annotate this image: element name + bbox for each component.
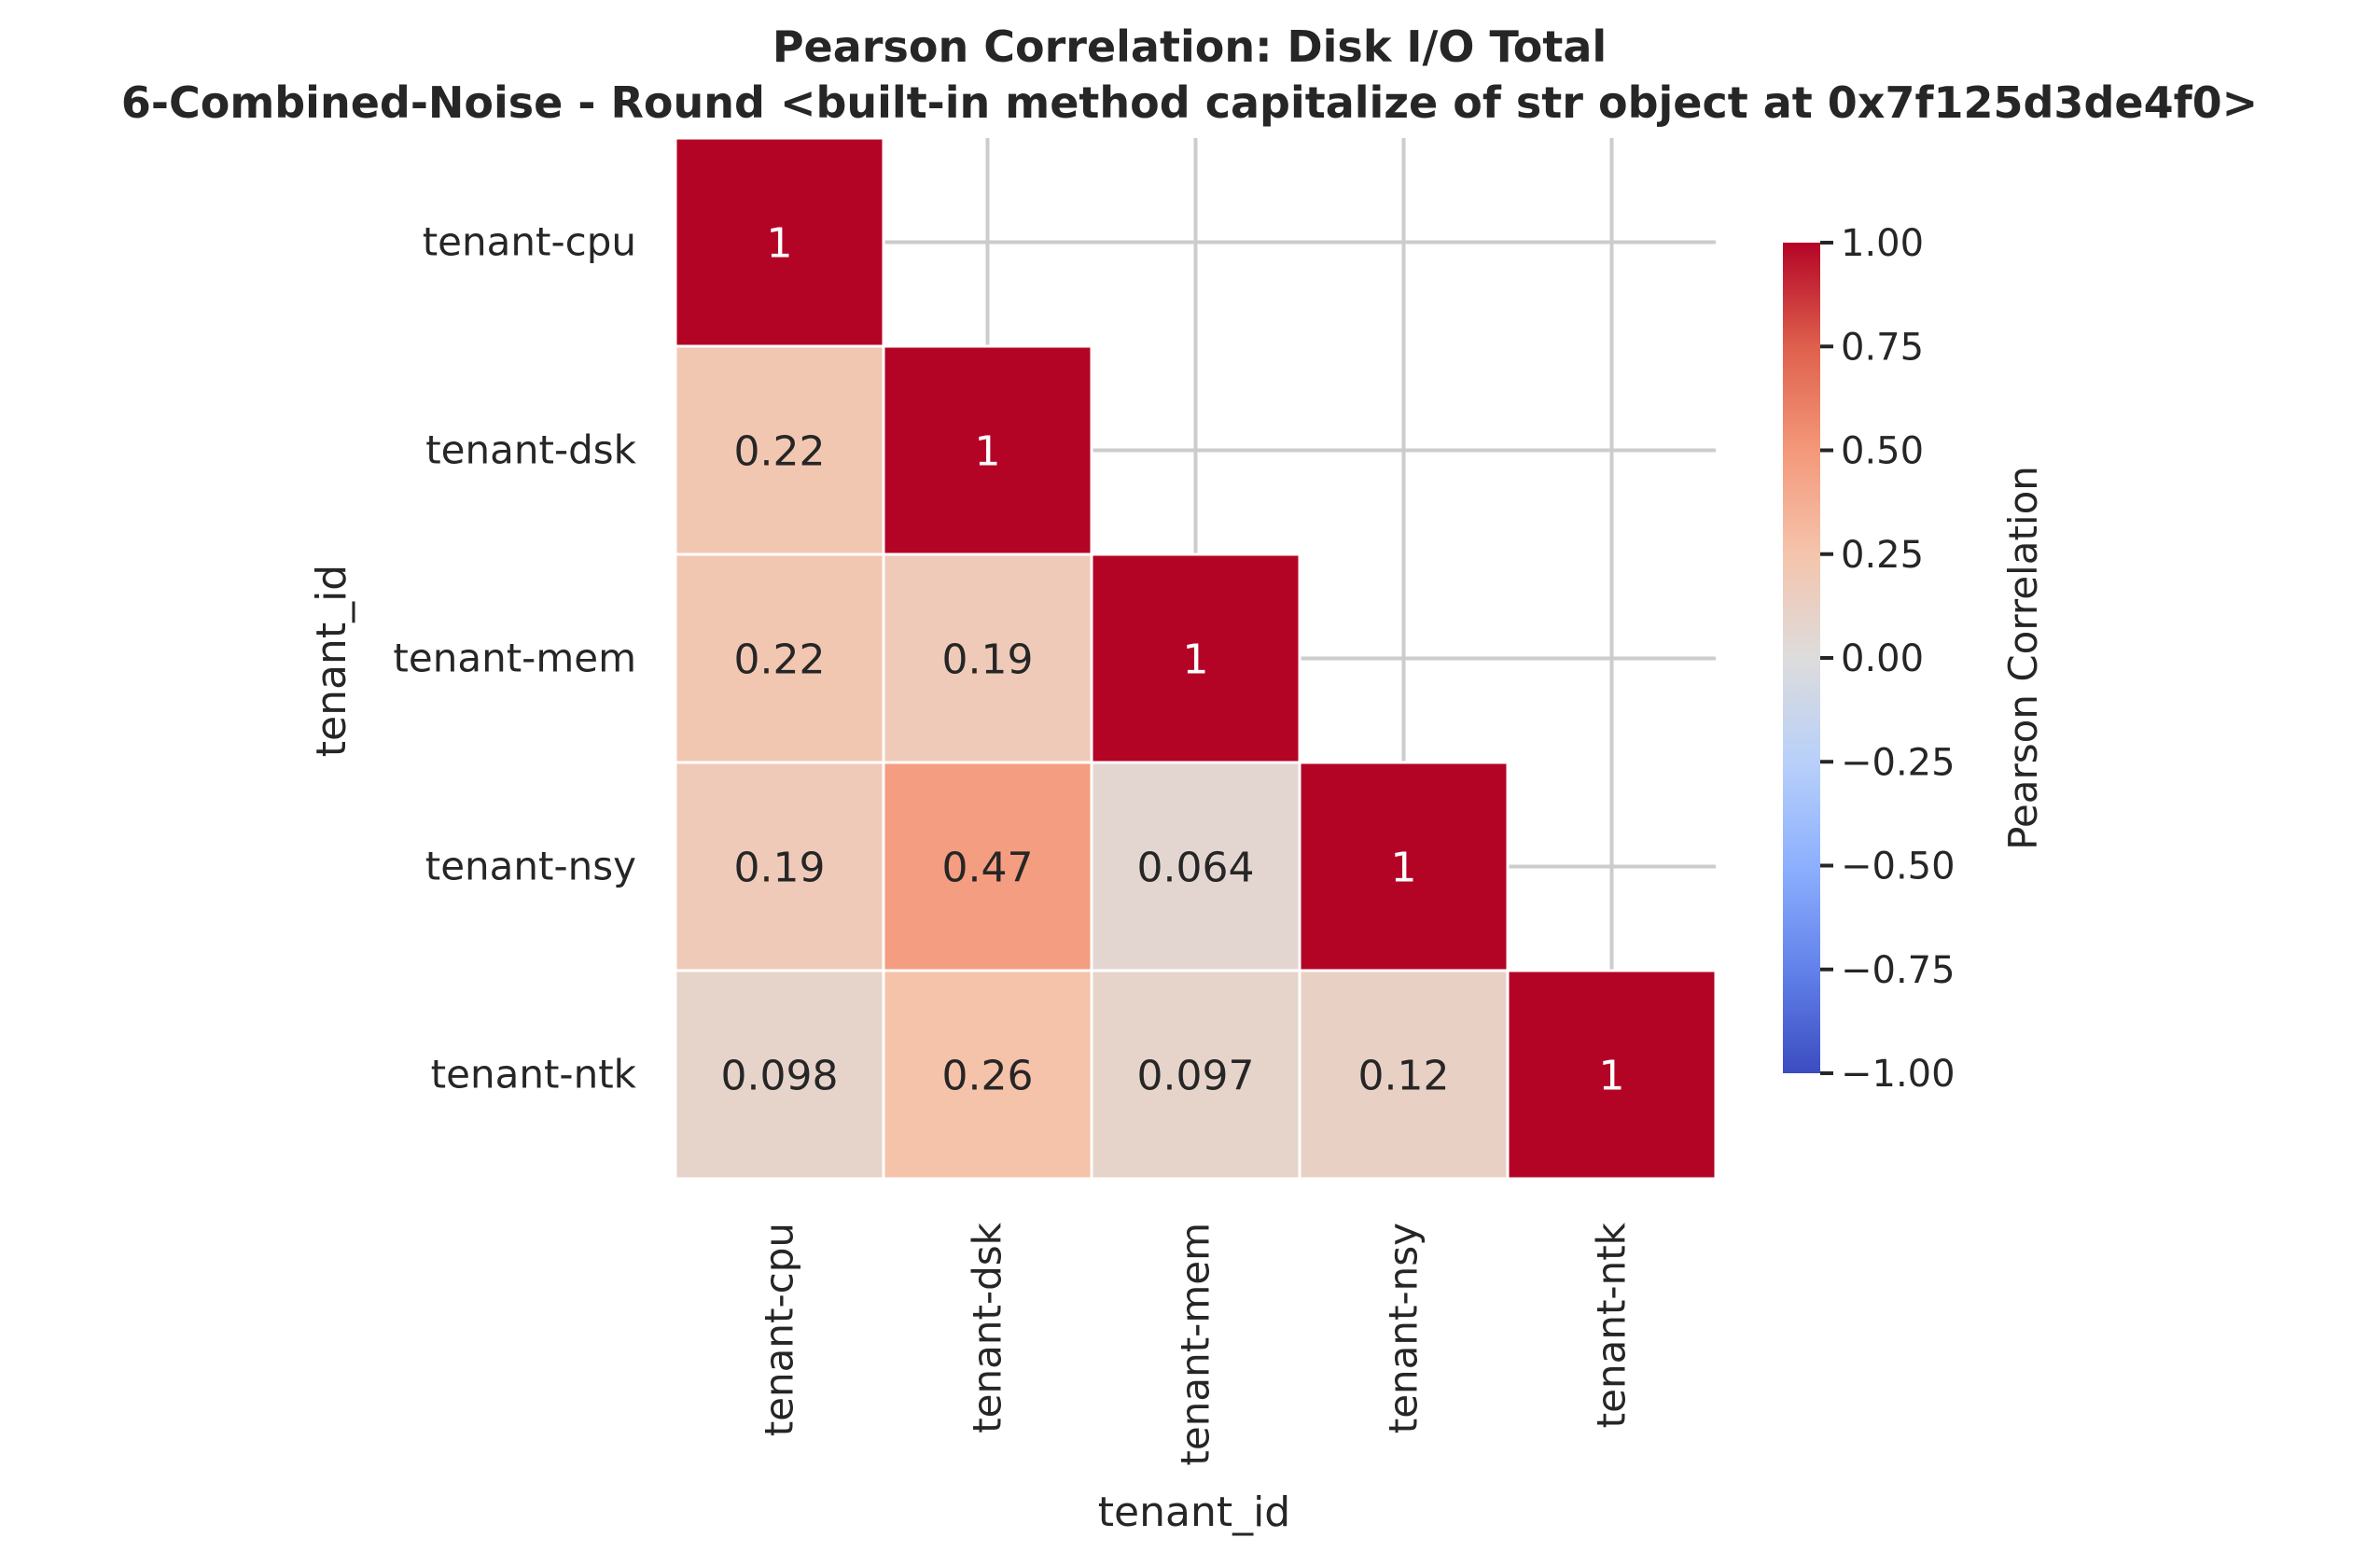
cell-value-label: 1 — [1183, 636, 1209, 684]
cell-value-label: 0.19 — [734, 845, 826, 892]
heatmap-cell — [674, 969, 885, 1181]
colorbar-tick-label: 0.25 — [1841, 534, 1924, 577]
heatmap-cell — [1090, 969, 1301, 1181]
colorbar-tick-label: −1.00 — [1841, 1053, 1955, 1096]
x-tick-label: tenant-cpu — [757, 1223, 802, 1436]
cell-value-label: 1 — [1391, 845, 1417, 892]
heatmap-cell — [674, 344, 885, 556]
heatmap-cell — [674, 552, 885, 764]
y-tick-label: tenant-cpu — [423, 219, 636, 265]
x-tick-label: tenant-dsk — [965, 1222, 1010, 1433]
cell-value-label: 1 — [767, 220, 793, 268]
heatmap-cell — [674, 136, 885, 348]
colorbar-label: Pearson Correlation — [2000, 466, 2046, 850]
x-tick-label: tenant-mem — [1173, 1223, 1218, 1466]
chart-subtitle: 6-Combined-Noise - Round <built-in metho… — [121, 77, 2258, 128]
cell-value-label: 0.22 — [734, 428, 826, 476]
chart-title: Pearson Correlation: Disk I/O Total — [772, 21, 1607, 72]
cell-value-label: 0.097 — [1137, 1053, 1255, 1100]
colorbar — [1783, 243, 1820, 1073]
colorbar-tick-label: 0.75 — [1841, 326, 1924, 369]
cell-value-label: 0.22 — [734, 636, 826, 684]
colorbar-tick-label: −0.50 — [1841, 846, 1955, 888]
colorbar-tick-label: −0.25 — [1841, 741, 1955, 784]
cell-value-label: 0.064 — [1137, 845, 1255, 892]
cell-value-label: 0.098 — [721, 1053, 839, 1100]
colorbar-tick-label: −0.75 — [1841, 949, 1955, 992]
y-tick-label: tenant-ntk — [431, 1052, 637, 1098]
cell-value-label: 0.26 — [942, 1053, 1034, 1100]
y-tick-label: tenant-nsy — [425, 844, 636, 889]
y-axis-label: tenant_id — [308, 565, 355, 757]
x-tick-labels: tenant-cpu tenant-dsk tenant-mem tenant-nsy… — [757, 1222, 1635, 1465]
cell-value-label: 0.47 — [942, 845, 1034, 892]
y-tick-labels: tenant-cpu tenant-dsk tenant-mem tenant-nsy… — [393, 219, 636, 1098]
heatmap-cell — [674, 761, 885, 972]
heatmap-cell — [882, 761, 1093, 972]
heatmap-cell — [1090, 761, 1301, 972]
heatmap-cell — [882, 552, 1093, 764]
cell-value-label: 0.12 — [1358, 1053, 1450, 1100]
colorbar-tick-label: 1.00 — [1841, 222, 1924, 265]
cell-annotations: 1 0.22 1 0.22 0.19 1 0.19 0.47 0.064 1 0.098 0.26 0.… — [721, 220, 1625, 1100]
cell-value-label: 1 — [1599, 1053, 1625, 1100]
heatmap-cell — [1298, 969, 1510, 1181]
heatmap-cell — [1298, 761, 1510, 972]
heatmap-cell — [1090, 552, 1301, 764]
cell-value-label: 1 — [975, 428, 1001, 476]
colorbar-ticks: 1.00 0.75 0.50 0.25 0.00 −0.25 −0.50 −0.75 −1.00 — [1820, 222, 1955, 1096]
heatmap-cell — [1506, 969, 1718, 1181]
colorbar-tick-label: 0.50 — [1841, 430, 1924, 473]
colorbar-tick-label: 0.00 — [1841, 637, 1924, 680]
y-tick-label: tenant-mem — [393, 636, 636, 681]
x-tick-label: tenant-nsy — [1381, 1223, 1427, 1433]
heatmap-cell — [882, 969, 1093, 1181]
heatmap-cells — [674, 136, 1718, 1181]
x-tick-label: tenant-ntk — [1589, 1222, 1635, 1428]
x-axis-label: tenant_id — [1098, 1489, 1290, 1536]
cell-value-label: 0.19 — [942, 636, 1034, 684]
y-tick-label: tenant-dsk — [425, 427, 636, 473]
